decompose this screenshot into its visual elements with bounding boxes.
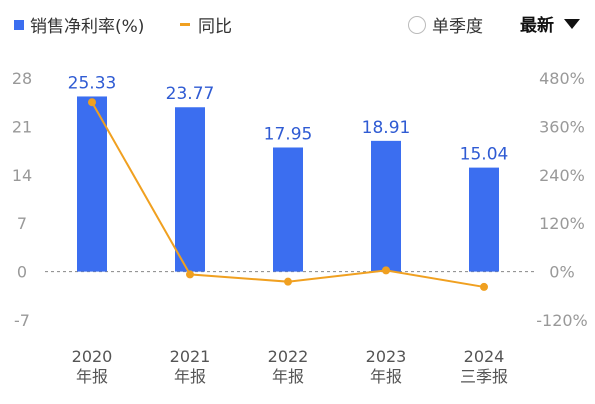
yoy-point bbox=[382, 266, 390, 275]
period-dropdown-label: 最新 bbox=[520, 16, 554, 36]
y-right-tick-label: 120% bbox=[539, 214, 585, 233]
bar-data-label: 25.33 bbox=[68, 73, 117, 93]
bar-data-label: 17.95 bbox=[264, 124, 313, 144]
x-tick-label-year: 2021 bbox=[170, 347, 211, 366]
caret-down-icon bbox=[564, 18, 580, 29]
bar-swatch-icon bbox=[14, 19, 24, 30]
period-dropdown[interactable]: 最新 bbox=[520, 11, 580, 36]
single-quarter-radio[interactable]: 单季度 bbox=[408, 12, 483, 37]
y-right-tick-label: 480% bbox=[539, 69, 585, 88]
bar bbox=[469, 167, 499, 272]
y-right-tick-label: 240% bbox=[539, 166, 585, 185]
x-tick-label-year: 2024 bbox=[464, 347, 505, 366]
bar bbox=[175, 107, 205, 272]
legend-bar-label: 销售净利率(%) bbox=[30, 17, 145, 37]
yoy-point bbox=[480, 282, 488, 291]
y-right-tick-label: 360% bbox=[539, 117, 585, 136]
x-tick-label-period: 年报 bbox=[370, 367, 402, 386]
x-tick-label-period: 年报 bbox=[76, 367, 108, 386]
x-tick-label-year: 2022 bbox=[268, 347, 309, 366]
line-swatch-icon bbox=[180, 23, 190, 26]
y-right-tick-label: 0% bbox=[549, 263, 574, 282]
y-left-tick-label: 0 bbox=[17, 263, 27, 282]
x-tick-label-period: 三季报 bbox=[460, 367, 508, 386]
y-left-tick-label: 7 bbox=[17, 214, 27, 233]
radio-circle-icon bbox=[408, 15, 426, 34]
x-tick-label-year: 2023 bbox=[366, 347, 407, 366]
y-left-tick-label: 28 bbox=[12, 69, 32, 88]
x-tick-label-period: 年报 bbox=[272, 367, 304, 386]
bar bbox=[77, 96, 107, 272]
y-right-tick-label: -120% bbox=[536, 311, 588, 330]
y-left-tick-label: 14 bbox=[12, 166, 32, 185]
bar bbox=[371, 140, 401, 272]
bar-data-label: 23.77 bbox=[166, 84, 215, 104]
yoy-point bbox=[88, 98, 96, 107]
legend-bar-series[interactable]: 销售净利率(%) bbox=[14, 12, 144, 37]
yoy-point bbox=[284, 277, 292, 286]
bar bbox=[273, 147, 303, 272]
x-tick-label-period: 年报 bbox=[174, 367, 206, 386]
yoy-point bbox=[186, 270, 194, 279]
single-quarter-label: 单季度 bbox=[432, 17, 483, 37]
x-tick-label-year: 2020 bbox=[72, 347, 113, 366]
chart-toolbar: 销售净利率(%) 同比 单季度 最新 bbox=[0, 0, 595, 44]
legend-line-label: 同比 bbox=[198, 17, 232, 37]
bar-data-label: 15.04 bbox=[460, 145, 509, 165]
bar-data-label: 18.91 bbox=[362, 118, 411, 138]
y-left-tick-label: 21 bbox=[12, 117, 32, 136]
legend-line-series[interactable]: 同比 bbox=[180, 12, 232, 37]
y-left-tick-label: -7 bbox=[14, 311, 30, 330]
